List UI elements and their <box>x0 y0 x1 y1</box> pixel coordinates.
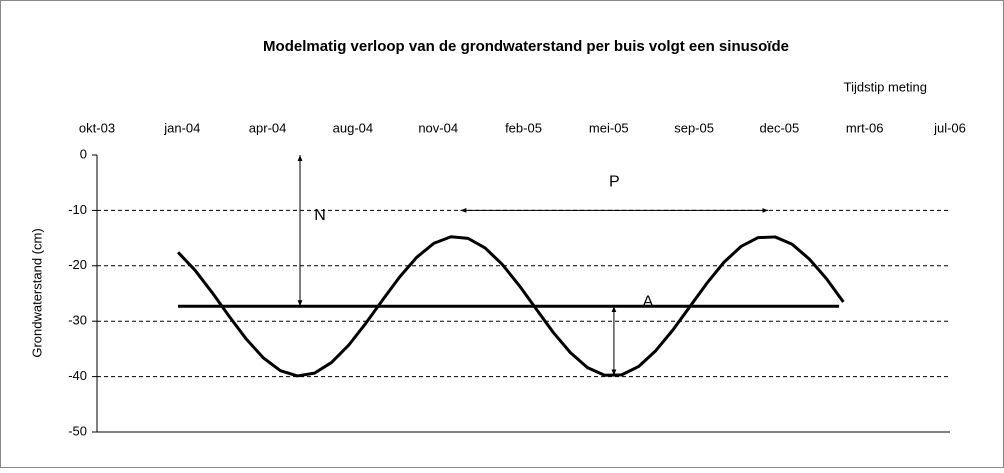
y-tick-label: -40 <box>68 368 87 383</box>
annotation-label: A <box>643 293 654 310</box>
x-tick-label: mrt-06 <box>846 120 884 135</box>
y-axis-label: Grondwaterstand (cm) <box>29 228 44 357</box>
y-tick-label: -20 <box>68 257 87 272</box>
x-axis-label: Tijdstip meting <box>844 79 927 94</box>
x-tick-label: jul-06 <box>933 120 966 135</box>
chart-title: Modelmatig verloop van de grondwaterstan… <box>263 38 789 55</box>
x-tick-label: jan-04 <box>163 120 200 135</box>
annotation-label: N <box>314 207 326 224</box>
y-tick-label: -50 <box>68 423 87 438</box>
x-tick-label: dec-05 <box>760 120 800 135</box>
y-tick-label: -10 <box>68 202 87 217</box>
x-tick-label: sep-05 <box>674 120 714 135</box>
y-tick-label: 0 <box>80 146 87 161</box>
x-tick-label: nov-04 <box>418 120 458 135</box>
x-tick-label: okt-03 <box>79 120 115 135</box>
x-tick-label: aug-04 <box>333 120 373 135</box>
y-tick-label: -30 <box>68 313 87 328</box>
x-tick-label: mei-05 <box>589 120 629 135</box>
annotation-label: P <box>609 174 620 191</box>
x-tick-label: apr-04 <box>249 120 287 135</box>
line-series <box>176 235 845 378</box>
x-tick-label: feb-05 <box>505 120 542 135</box>
